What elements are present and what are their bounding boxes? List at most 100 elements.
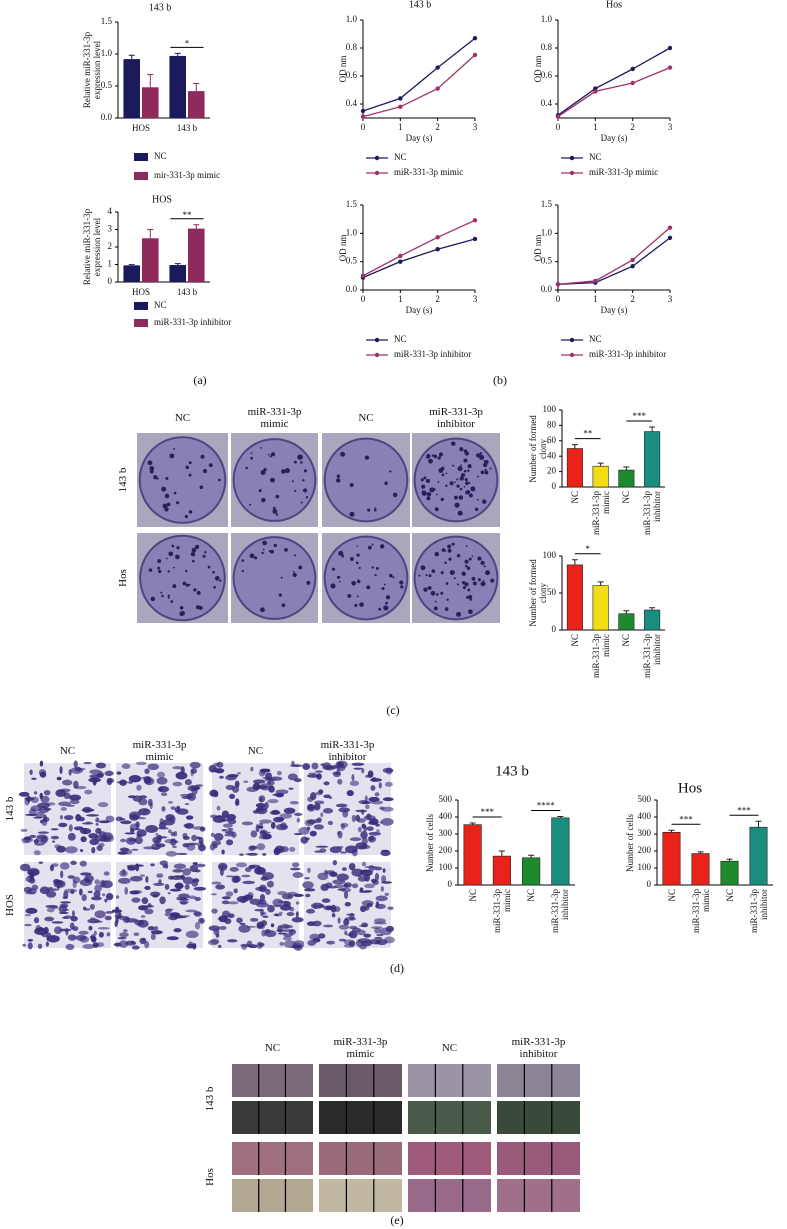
photo-cells bbox=[369, 778, 382, 782]
photo-cells bbox=[287, 891, 298, 896]
photo-cells bbox=[27, 867, 40, 876]
photo-colony bbox=[260, 446, 263, 449]
point bbox=[472, 36, 478, 41]
photo-cells bbox=[86, 814, 99, 817]
x-tick-label: miR-331-3p inhibitor bbox=[748, 889, 769, 933]
photo-colony bbox=[468, 482, 471, 485]
photo-colony bbox=[269, 455, 272, 458]
photo-cells bbox=[336, 846, 344, 849]
photo-cells bbox=[287, 773, 298, 781]
photo-cells bbox=[176, 898, 189, 901]
photo-colony bbox=[484, 470, 489, 475]
y-tick-label: 0.5 bbox=[346, 256, 358, 266]
photo-colony bbox=[250, 452, 253, 455]
photo-cells bbox=[153, 882, 165, 887]
photo-cells bbox=[361, 800, 371, 805]
photo-colony bbox=[293, 554, 296, 557]
photo-cells bbox=[302, 763, 311, 770]
photo-cells bbox=[78, 930, 89, 935]
photo-colony bbox=[379, 544, 385, 549]
photo-cells bbox=[275, 789, 289, 795]
photo-cells bbox=[198, 844, 206, 852]
legend-label: miR-331-3p inhibitor bbox=[394, 349, 471, 359]
photo-cells bbox=[184, 803, 190, 806]
photo-cells bbox=[56, 845, 66, 853]
photo-colony bbox=[185, 465, 189, 470]
legend-marker bbox=[569, 155, 575, 161]
photo-colony bbox=[294, 489, 297, 493]
photo-cells bbox=[306, 908, 316, 914]
photo-cells bbox=[191, 834, 198, 842]
photo-colony bbox=[199, 485, 204, 490]
column-header: NC bbox=[247, 745, 264, 757]
error-bar bbox=[571, 444, 578, 449]
photo-cells bbox=[351, 883, 359, 889]
photo-cells bbox=[53, 926, 63, 934]
photo-colony bbox=[302, 488, 308, 493]
photo-cells bbox=[259, 819, 272, 824]
photo-colony bbox=[162, 503, 168, 509]
photo-cells bbox=[306, 826, 311, 831]
photo-cells bbox=[349, 837, 362, 842]
photo-cells bbox=[174, 840, 179, 844]
photo-cells bbox=[256, 785, 269, 790]
photo-colony bbox=[467, 594, 473, 600]
photo-cells bbox=[124, 886, 129, 895]
photo-cells bbox=[20, 828, 28, 832]
photo-colony bbox=[284, 548, 288, 552]
photo-cells bbox=[348, 862, 356, 871]
photo-cells bbox=[95, 762, 107, 769]
legend-marker bbox=[374, 352, 380, 358]
column-header: miR-331-3p inhibitor bbox=[320, 739, 375, 763]
photo-colony bbox=[459, 447, 464, 452]
panel-label: (a) bbox=[193, 373, 206, 387]
photo-cells bbox=[88, 777, 101, 783]
photo-colony bbox=[482, 499, 487, 504]
y-tick-label: 20 bbox=[547, 466, 557, 476]
y-tick-label: 0 bbox=[448, 879, 453, 889]
photo-colony bbox=[273, 543, 277, 548]
photo-colony bbox=[148, 568, 153, 572]
photo-cells bbox=[39, 760, 44, 767]
photo-cells bbox=[304, 819, 315, 827]
photo-cells bbox=[92, 942, 99, 948]
photo-cells bbox=[118, 877, 131, 884]
photo-colony bbox=[375, 567, 379, 570]
photo-colony bbox=[428, 574, 432, 578]
photo-colony bbox=[185, 569, 188, 573]
photo-cells bbox=[172, 781, 183, 787]
photo-cells bbox=[43, 789, 51, 796]
error-bar bbox=[174, 52, 181, 56]
photo-cells bbox=[61, 916, 69, 919]
photo-colony bbox=[241, 569, 244, 573]
photo-cells bbox=[242, 880, 256, 885]
photo-cells bbox=[164, 883, 170, 890]
photo-cells bbox=[222, 823, 233, 828]
photo-cells bbox=[358, 924, 368, 928]
photo-colony bbox=[356, 553, 360, 557]
photo-cells bbox=[337, 888, 346, 891]
photo-cells bbox=[70, 915, 78, 922]
photo-colony bbox=[172, 584, 177, 589]
photo-colony bbox=[456, 478, 459, 481]
photo-cells bbox=[268, 785, 275, 793]
photo-cells bbox=[292, 940, 305, 949]
photo-cells bbox=[221, 900, 230, 905]
photo-cells bbox=[342, 810, 349, 818]
photo-cells bbox=[200, 918, 206, 924]
photo-cells bbox=[239, 922, 246, 925]
photo-cells bbox=[318, 933, 326, 939]
photo-cells bbox=[43, 926, 49, 934]
y-tick-label: 0.0 bbox=[101, 112, 113, 122]
column-header: miR-331-3p inhibitor bbox=[429, 406, 483, 430]
photo-colony bbox=[147, 460, 153, 466]
photo-colony bbox=[166, 502, 171, 507]
photo-cells bbox=[187, 785, 200, 792]
photo-cells bbox=[192, 826, 205, 830]
photo-cells bbox=[129, 823, 139, 831]
chart-title: 143 b bbox=[495, 763, 529, 779]
photo-cells bbox=[139, 795, 147, 799]
photo-cells bbox=[192, 878, 200, 883]
photo-cells bbox=[375, 901, 380, 908]
photo-colony bbox=[452, 464, 455, 467]
